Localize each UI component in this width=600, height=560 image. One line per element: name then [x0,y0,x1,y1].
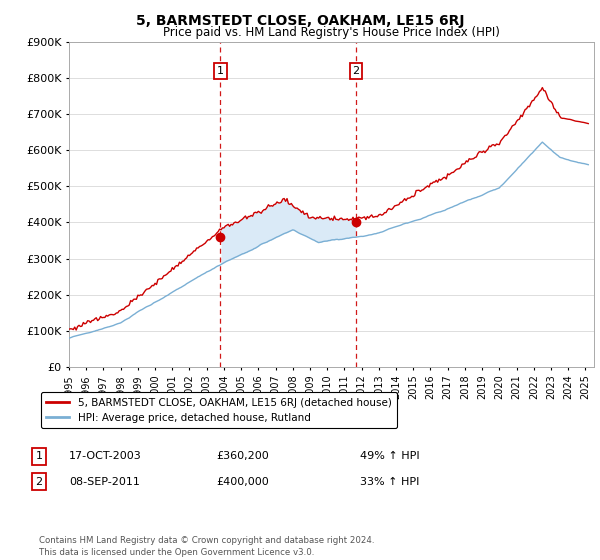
Text: 33% ↑ HPI: 33% ↑ HPI [360,477,419,487]
Text: 17-OCT-2003: 17-OCT-2003 [69,451,142,461]
Text: 5, BARMSTEDT CLOSE, OAKHAM, LE15 6RJ: 5, BARMSTEDT CLOSE, OAKHAM, LE15 6RJ [136,14,464,28]
Title: Price paid vs. HM Land Registry's House Price Index (HPI): Price paid vs. HM Land Registry's House … [163,26,500,39]
Legend: 5, BARMSTEDT CLOSE, OAKHAM, LE15 6RJ (detached house), HPI: Average price, detac: 5, BARMSTEDT CLOSE, OAKHAM, LE15 6RJ (de… [41,393,397,428]
Text: £400,000: £400,000 [216,477,269,487]
Text: 1: 1 [35,451,43,461]
Text: 2: 2 [352,66,359,76]
Text: 49% ↑ HPI: 49% ↑ HPI [360,451,419,461]
Text: 2: 2 [35,477,43,487]
Text: Contains HM Land Registry data © Crown copyright and database right 2024.
This d: Contains HM Land Registry data © Crown c… [39,536,374,557]
Text: 1: 1 [217,66,224,76]
Text: £360,200: £360,200 [216,451,269,461]
Text: 08-SEP-2011: 08-SEP-2011 [69,477,140,487]
